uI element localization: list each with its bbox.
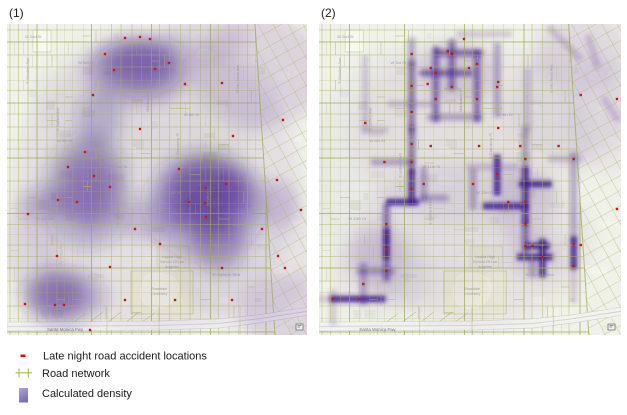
- svg-text:(2): (2): [321, 6, 336, 20]
- svg-text:(1): (1): [9, 6, 24, 20]
- svg-text:Late night road accident locat: Late night road accident locations: [43, 351, 207, 363]
- svg-text:Calculated density: Calculated density: [42, 388, 132, 400]
- svg-text:Road network: Road network: [42, 368, 110, 380]
